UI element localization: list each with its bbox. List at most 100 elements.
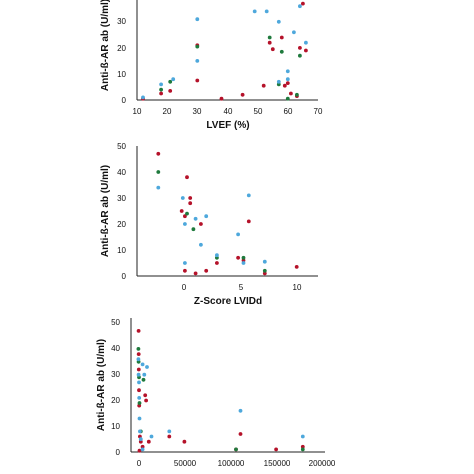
data-point bbox=[159, 87, 164, 92]
panel-1-y-axis-label: Anti-ß-AR ab (U/ml) bbox=[100, 0, 111, 91]
data-point bbox=[156, 151, 161, 156]
data-point bbox=[276, 79, 281, 84]
data-point bbox=[241, 261, 246, 265]
data-point bbox=[298, 4, 302, 9]
data-point bbox=[180, 196, 185, 200]
data-point bbox=[262, 271, 267, 276]
data-point bbox=[285, 96, 290, 101]
data-point bbox=[188, 201, 193, 206]
panel-2-y-tick: 40 bbox=[117, 168, 126, 177]
panel-1-x-tick: 20 bbox=[163, 107, 172, 116]
data-point bbox=[267, 40, 272, 45]
panel-3-y-tick: 0 bbox=[116, 448, 121, 457]
data-point bbox=[138, 439, 143, 444]
panel-3-y-ticks: 0 10 20 30 40 50 bbox=[111, 318, 120, 457]
data-point bbox=[136, 347, 141, 351]
panel-1-x-ticks: 10 20 30 40 50 60 70 bbox=[133, 107, 323, 116]
panel-3-y-tick: 50 bbox=[111, 318, 120, 327]
panel-2-y-tick: 30 bbox=[117, 194, 126, 203]
panel-1-axes bbox=[136, 0, 318, 101]
panel-1-y-tick: 30 bbox=[117, 17, 126, 26]
data-point bbox=[137, 401, 142, 405]
data-point bbox=[167, 429, 172, 434]
panel-3-x-tick: 50000 bbox=[174, 459, 197, 468]
panel-1-x-tick: 50 bbox=[254, 107, 263, 116]
data-point bbox=[141, 95, 145, 100]
data-point bbox=[215, 261, 219, 265]
data-point bbox=[138, 429, 142, 434]
data-point bbox=[199, 242, 203, 247]
data-point bbox=[252, 9, 257, 14]
data-point bbox=[300, 434, 305, 439]
panel-2-x-ticks: 0 5 10 bbox=[182, 283, 302, 292]
data-point bbox=[137, 396, 142, 400]
panel-3-y-tick: 30 bbox=[111, 370, 120, 379]
panel-1-x-tick: 60 bbox=[284, 107, 293, 116]
data-point bbox=[183, 222, 187, 226]
panel-2-x-tick: 5 bbox=[239, 283, 244, 292]
data-point bbox=[195, 17, 200, 22]
data-point bbox=[238, 408, 243, 413]
data-point bbox=[144, 398, 149, 403]
data-point bbox=[204, 214, 209, 219]
data-point bbox=[143, 393, 148, 398]
data-point bbox=[141, 377, 146, 382]
panel-3-points bbox=[136, 329, 305, 453]
data-point bbox=[234, 447, 238, 452]
data-point bbox=[185, 175, 189, 180]
data-point bbox=[137, 416, 142, 421]
panel-3-x-ticks: 0 50000 100000 150000 200000 bbox=[137, 459, 336, 468]
data-point bbox=[145, 365, 149, 369]
panel-1-y-tick: 10 bbox=[117, 70, 126, 79]
data-point bbox=[292, 30, 296, 35]
panel-2-y-ticks: 0 10 20 30 40 50 bbox=[117, 142, 126, 281]
panel-2: 0 10 20 30 40 50 0 5 10 Z-Score LVIDd An… bbox=[100, 142, 318, 307]
data-point bbox=[282, 83, 287, 88]
data-point bbox=[137, 380, 141, 385]
panel-2-y-tick: 0 bbox=[122, 272, 127, 281]
data-point bbox=[276, 19, 281, 24]
data-point bbox=[298, 53, 302, 58]
data-point bbox=[267, 35, 272, 40]
panel-1-x-axis-label: LVEF (%) bbox=[206, 120, 249, 131]
data-point bbox=[274, 447, 278, 452]
data-point bbox=[137, 448, 142, 453]
data-point bbox=[179, 209, 184, 213]
panel-3-axes bbox=[130, 318, 325, 453]
panel-2-y-tick: 50 bbox=[117, 142, 126, 151]
data-point bbox=[140, 447, 145, 452]
data-point bbox=[270, 47, 275, 52]
data-point bbox=[300, 444, 305, 449]
data-point bbox=[279, 49, 284, 54]
data-point bbox=[182, 439, 187, 444]
panel-3-y-tick: 40 bbox=[111, 344, 120, 353]
data-point bbox=[168, 79, 173, 84]
data-point bbox=[171, 77, 176, 82]
panel-1-y-ticks: 0 10 20 30 bbox=[117, 17, 126, 105]
data-point bbox=[289, 91, 293, 96]
panel-2-points bbox=[156, 151, 299, 276]
data-point bbox=[183, 214, 187, 219]
data-point bbox=[304, 48, 308, 53]
data-point bbox=[136, 329, 141, 333]
data-point bbox=[241, 258, 246, 263]
data-point bbox=[140, 444, 145, 449]
panel-3-x-tick: 200000 bbox=[309, 459, 336, 468]
panel-1-x-tick: 40 bbox=[224, 107, 233, 116]
panel-3-y-tick: 20 bbox=[111, 396, 120, 405]
data-point bbox=[156, 170, 161, 174]
data-point bbox=[193, 216, 198, 221]
panel-2-x-tick: 0 bbox=[182, 283, 187, 292]
data-point bbox=[262, 259, 267, 264]
panel-3: 0 10 20 30 40 50 0 50000 100000 150000 2… bbox=[96, 318, 336, 468]
data-point bbox=[301, 1, 305, 6]
data-point bbox=[264, 9, 269, 14]
data-point bbox=[294, 265, 299, 269]
data-point bbox=[276, 82, 281, 87]
data-point bbox=[159, 91, 164, 96]
data-point bbox=[300, 447, 305, 452]
data-point bbox=[137, 388, 141, 393]
data-point bbox=[195, 44, 200, 49]
data-point bbox=[304, 40, 308, 45]
panel-2-y-axis-label: Anti-ß-AR ab (U/ml) bbox=[100, 165, 111, 257]
